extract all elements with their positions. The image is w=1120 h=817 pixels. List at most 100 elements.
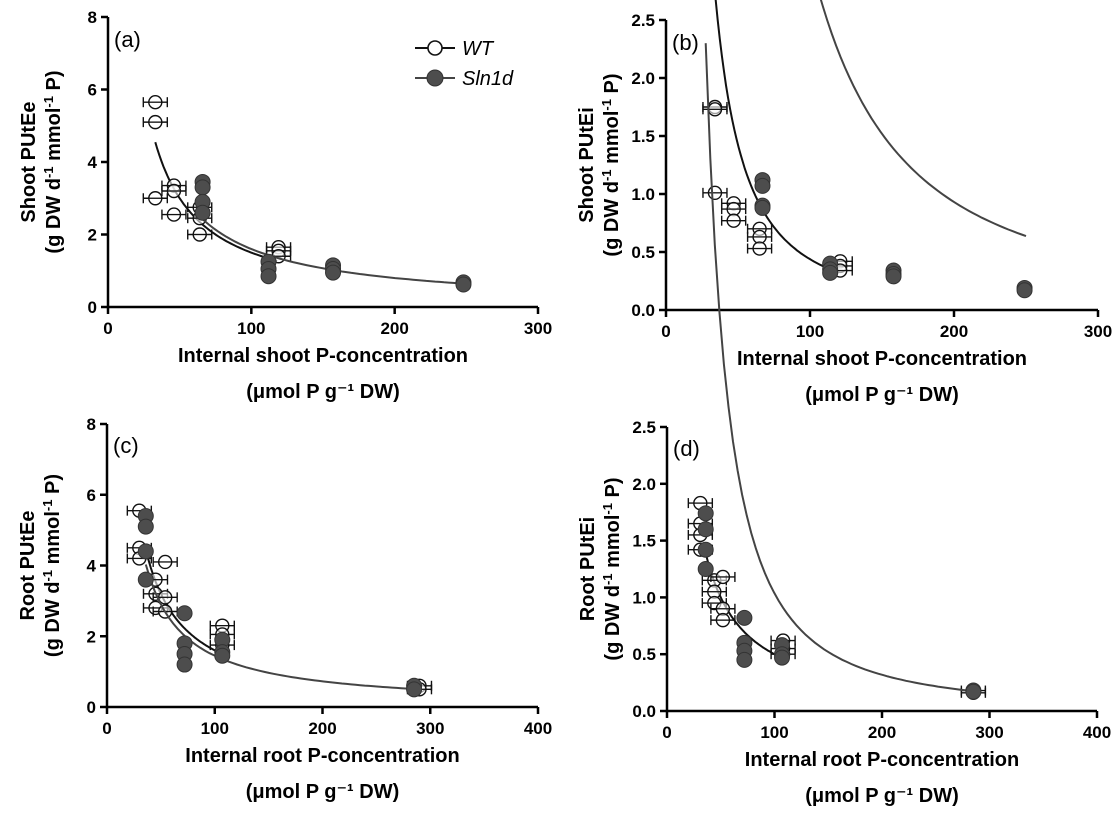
panel-b-xlabel-unit: (μmol P g⁻¹ DW) — [805, 384, 959, 406]
panel-b-ytick-label: 0.0 — [631, 301, 655, 320]
panel-a-xtick-label: 300 — [524, 319, 552, 338]
panel-a-point-wt — [142, 94, 169, 110]
panel-d-ytick-label: 0.5 — [632, 645, 656, 664]
panel-c-xtick-label: 200 — [308, 719, 336, 738]
panel-b-xtick-label: 300 — [1084, 322, 1112, 341]
panel-b-point-sln1d — [822, 264, 839, 281]
panel-a-ytick-label: 0 — [88, 298, 97, 317]
panel-c-xlabel-unit: (μmol P g⁻¹ DW) — [246, 781, 400, 803]
panel-c-xtick-label: 400 — [524, 719, 552, 738]
panel-a-point-sln1d — [194, 204, 211, 221]
panel-d-point-sln1d — [965, 683, 982, 700]
panel-c-xtick-label: 100 — [201, 719, 229, 738]
panel-b-point-sln1d — [754, 199, 771, 216]
panel-c-xlabel: Internal root P-concentration — [185, 745, 459, 767]
panel-c-ytick-label: 6 — [87, 486, 96, 505]
panel-d-ytick-label: 1.5 — [632, 532, 656, 551]
panel-c-xtick-label: 0 — [102, 719, 111, 738]
panel-d-xtick-label: 400 — [1083, 723, 1111, 742]
panel-a-ylabel-unit: (g DW d-1 mmol-1 P) — [41, 70, 65, 253]
panel-b-xtick-label: 100 — [796, 322, 824, 341]
panel-b: (b) 0.0 0.5 1.0 1.5 2.0 2.5 0 100 200 300 Internal… — [576, 0, 1112, 406]
panel-b-ytick-label: 0.5 — [631, 243, 655, 262]
panel-a: (a) 0 2 4 6 8 0 100 200 300 Internal shoot P-conc… — [18, 8, 552, 403]
panel-d-ylabel: Root PUtEi — [577, 517, 599, 621]
panel-a-point-sln1d — [260, 268, 277, 285]
legend-label-wt: WT — [462, 38, 495, 60]
panel-c-point-sln1d — [137, 571, 154, 588]
panel-b-point-wt — [746, 241, 773, 256]
legend-item-wt: WT — [415, 38, 495, 60]
panel-d-point-sln1d — [697, 521, 714, 538]
panel-a-label: (a) — [114, 27, 141, 52]
panel-b-axes — [664, 20, 1098, 312]
panel-d-point-sln1d — [697, 541, 714, 558]
panel-b-curve-wt — [714, 0, 840, 274]
panel-a-curve-wt — [154, 141, 278, 262]
panel-d-point-sln1d — [697, 505, 714, 522]
panel-d-xtick-label: 200 — [868, 723, 896, 742]
panel-c: (c) 0 2 4 6 8 0 100 200 300 400 Internal root P-co… — [17, 415, 552, 803]
panel-a-xlabel-unit: (μmol P g⁻¹ DW) — [246, 381, 400, 403]
panel-a-point-wt — [161, 183, 187, 199]
panel-c-ylabel-unit: (g DW d-1 mmol-1 P) — [40, 474, 64, 657]
panel-c-ytick-label: 0 — [87, 698, 96, 717]
panel-c-label: (c) — [113, 433, 139, 458]
panel-b-xtick-label: 200 — [940, 322, 968, 341]
panel-d-ytick-label: 2.0 — [632, 475, 656, 494]
panel-d-ytick-label: 0.0 — [632, 702, 656, 721]
panel-d-ytick-label: 1.0 — [632, 588, 656, 607]
panel-d-xtick-label: 0 — [662, 723, 671, 742]
panel-c-ytick-label: 4 — [87, 557, 97, 576]
legend-label-sln1d: Sln1d — [462, 68, 514, 90]
panel-b-point-wt — [746, 229, 773, 245]
legend: WT Sln1d — [415, 38, 514, 90]
panel-d-xlabel: Internal root P-concentration — [745, 749, 1019, 771]
panel-c-point-sln1d — [137, 518, 154, 535]
panel-b-xlabel: Internal shoot P-concentration — [737, 348, 1027, 370]
panel-a-point-wt — [187, 227, 213, 242]
panel-c-point-sln1d — [137, 543, 154, 560]
panel-b-ylabel-unit: (g DW d-1 mmol-1 P) — [599, 73, 623, 256]
panel-a-point-sln1d — [455, 276, 472, 293]
panel-a-xtick-label: 0 — [103, 319, 112, 338]
panel-b-point-wt — [702, 185, 728, 201]
legend-marker-wt — [427, 40, 443, 56]
panel-a-point-wt — [142, 114, 169, 130]
panel-a-ytick-label: 2 — [88, 226, 97, 245]
panel-d-point-wt — [710, 612, 736, 628]
panel-a-xtick-label: 100 — [237, 319, 265, 338]
panel-c-ytick-label: 8 — [87, 415, 96, 434]
panel-d-ylabel-unit: (g DW d-1 mmol-1 P) — [600, 477, 624, 660]
panel-d-point-sln1d — [736, 651, 753, 668]
panel-c-point-sln1d — [176, 605, 193, 622]
panel-b-point-wt — [702, 102, 728, 117]
panel-b-ytick-label: 2.0 — [631, 69, 655, 88]
panel-a-point-wt — [142, 191, 169, 206]
panel-d-xtick-label: 300 — [975, 723, 1003, 742]
panel-d-label: (d) — [673, 436, 700, 461]
panel-a-point-sln1d — [194, 179, 211, 196]
panel-c-point-wt — [152, 590, 178, 605]
panel-b-ylabel: Shoot PUtEi — [576, 107, 598, 223]
panel-b-ytick-label: 1.0 — [631, 185, 655, 204]
panel-b-point-sln1d — [754, 177, 771, 194]
panel-d-point-wt — [710, 569, 736, 585]
panel-c-point-sln1d — [406, 681, 423, 698]
panel-d-xtick-label: 100 — [760, 723, 788, 742]
panel-c-ytick-label: 2 — [87, 627, 96, 646]
panel-c-axes — [105, 424, 538, 709]
panel-a-ytick-label: 4 — [88, 153, 98, 172]
panel-d-point-wt — [710, 601, 736, 616]
panel-b-point-sln1d — [1016, 282, 1033, 299]
panel-b-point-wt — [720, 201, 747, 217]
panel-b-point-sln1d — [885, 268, 902, 285]
panel-b-ytick-label: 1.5 — [631, 127, 655, 146]
panel-a-point-wt — [161, 207, 187, 222]
panel-d-point-sln1d — [774, 649, 791, 666]
panel-a-xtick-label: 200 — [380, 319, 408, 338]
legend-item-sln1d: Sln1d — [415, 68, 514, 90]
panel-d-curve-sln1d — [704, 43, 979, 693]
panel-d-point-wt — [701, 584, 727, 599]
